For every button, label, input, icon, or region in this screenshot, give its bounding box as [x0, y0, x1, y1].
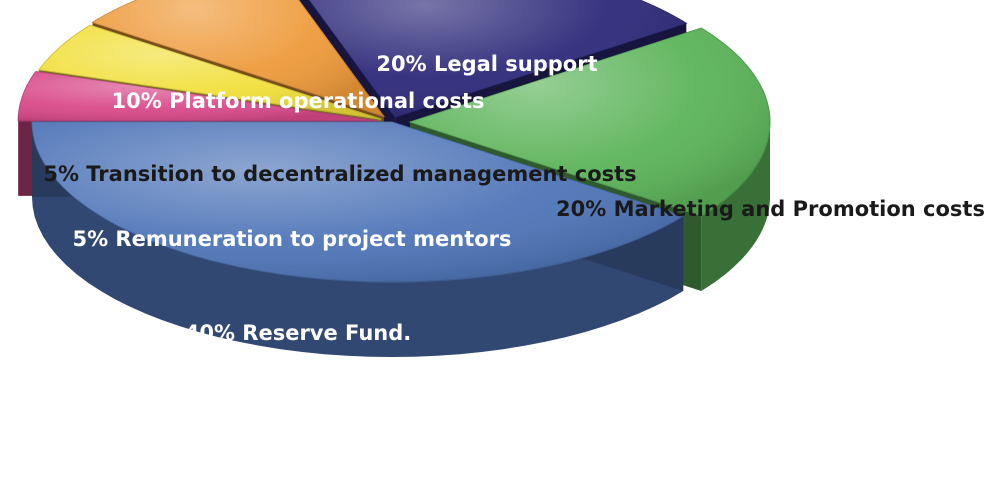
pie-slice-label: 20% Legal support	[376, 52, 597, 76]
pie-slice-label: 5% Transition to decentralized managemen…	[43, 162, 636, 186]
pie-labels: 20% Legal support 20% Marketing and Promo…	[43, 52, 985, 345]
pie-slice-highlight	[18, 71, 379, 121]
pie-tops	[17, 0, 771, 283]
pie-slice-label: 20% Marketing and Promotion costs	[556, 197, 985, 221]
pie-slice-side	[32, 122, 684, 357]
pie-slice-highlight	[92, 0, 384, 117]
pie-slice-highlight	[38, 25, 382, 120]
pie-slice-highlight	[309, 0, 687, 118]
pie-slice-side	[701, 122, 770, 291]
pie-slice-label: 40% Reserve Fund.	[185, 321, 412, 345]
pie-slice-label: 10% Platform operational costs	[112, 89, 485, 113]
pie-slice-highlight	[32, 122, 684, 282]
pie-slice-label: 5% Remuneration to project mentors	[72, 227, 511, 251]
pie-slice-highlight	[410, 28, 770, 216]
